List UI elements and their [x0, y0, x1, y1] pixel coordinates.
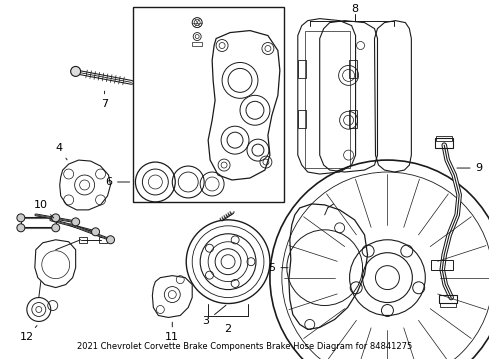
Text: 5: 5: [269, 263, 288, 273]
Bar: [133, 7, 284, 202]
Circle shape: [52, 214, 60, 222]
Bar: [431, 260, 453, 270]
Text: 3: 3: [203, 305, 226, 327]
Bar: [348, 60, 357, 78]
Circle shape: [17, 224, 25, 232]
Text: 9: 9: [457, 163, 483, 173]
Circle shape: [71, 67, 81, 76]
Bar: [439, 294, 457, 302]
Text: 2: 2: [224, 324, 232, 334]
Text: 10: 10: [34, 200, 54, 218]
Text: 12: 12: [20, 325, 37, 342]
Circle shape: [72, 218, 80, 226]
Circle shape: [52, 224, 60, 232]
Circle shape: [106, 236, 115, 244]
Circle shape: [17, 214, 25, 222]
Bar: [192, 41, 202, 45]
Text: 2021 Chevrolet Corvette Brake Components Brake Hose Diagram for 84841275: 2021 Chevrolet Corvette Brake Components…: [77, 342, 413, 351]
Text: 6: 6: [105, 177, 130, 187]
Bar: [305, 31, 349, 168]
Text: 7: 7: [101, 91, 108, 109]
Bar: [348, 110, 357, 128]
Bar: [78, 237, 87, 243]
Bar: [298, 110, 306, 128]
Bar: [98, 237, 106, 243]
Circle shape: [92, 228, 99, 236]
Text: 8: 8: [351, 4, 358, 14]
Text: 1: 1: [0, 359, 1, 360]
Text: 4: 4: [55, 143, 67, 160]
Bar: [436, 136, 452, 141]
Bar: [440, 302, 456, 306]
Text: 11: 11: [165, 322, 179, 342]
Bar: [298, 60, 306, 78]
Bar: [435, 138, 453, 148]
